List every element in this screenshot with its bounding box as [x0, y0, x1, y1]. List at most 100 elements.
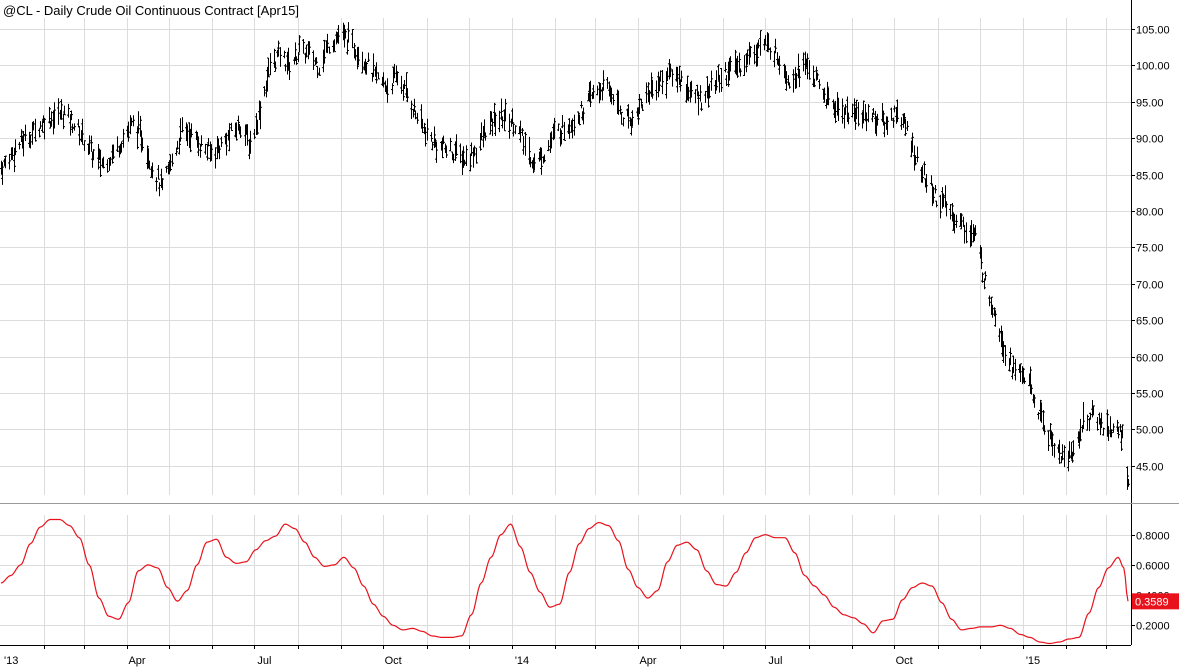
ohlc-bar — [930, 175, 933, 186]
ohlc-bar — [423, 122, 426, 135]
ohlc-bar — [316, 65, 319, 79]
ohlc-bar — [855, 99, 858, 120]
ohlc-bar — [347, 22, 350, 43]
ohlc-bar — [60, 99, 63, 120]
ohlc-bar — [573, 114, 576, 136]
ohlc-bar — [1127, 479, 1130, 487]
ohlc-bar — [421, 118, 424, 133]
ohlc-bar — [717, 64, 720, 81]
ohlc-bar — [925, 173, 928, 193]
price-axis-labels: 45.00 50.00 55.00 60.00 65.00 70.00 75.00 80.00… — [1136, 25, 1170, 474]
ohlc-bar — [1116, 419, 1119, 432]
ohlc-bar — [592, 84, 595, 99]
ohlc-bar — [1040, 402, 1043, 423]
ohlc-bar — [294, 42, 297, 61]
ohlc-bar — [659, 70, 662, 82]
ohlc-bar — [318, 67, 321, 76]
ohlc-bar — [932, 186, 935, 204]
ohlc-bar — [823, 87, 826, 103]
ohlc-bar — [984, 271, 987, 281]
ohlc-bar — [749, 46, 752, 58]
ohlc-bar — [983, 278, 986, 290]
ohlc-bar — [620, 111, 623, 125]
ohlc-bar — [561, 115, 564, 129]
ohlc-bar — [591, 91, 594, 100]
ohlc-bar — [680, 70, 683, 83]
ohlc-bar — [454, 141, 457, 162]
ohlc-bar — [122, 128, 125, 148]
ohlc-bar — [568, 118, 571, 139]
ohlc-bar — [225, 132, 228, 156]
ohlc-bar — [1051, 432, 1054, 456]
ohlc-bar — [991, 304, 994, 318]
ohlc-bar — [99, 149, 102, 178]
ohlc-bar — [435, 141, 438, 163]
price-tick-label: 65.00 — [1136, 316, 1164, 328]
ohlc-bar — [393, 63, 396, 78]
ohlc-bar — [923, 161, 926, 176]
ohlc-bar — [893, 105, 896, 113]
price-tick-label: 80.00 — [1136, 207, 1164, 219]
ohlc-bar — [1019, 363, 1022, 382]
ohlc-bar — [48, 106, 51, 124]
indicator-line — [0, 518, 1129, 645]
ohlc-bar — [553, 117, 556, 140]
ohlc-bar — [1037, 411, 1040, 420]
ohlc-bar — [83, 140, 86, 151]
ohlc-bar — [179, 118, 182, 142]
ohlc-bar — [462, 146, 465, 168]
ohlc-bar — [1033, 394, 1036, 408]
ohlc-bar — [284, 63, 287, 72]
ohlc-bar — [62, 113, 65, 130]
x-tick-label: Jul — [768, 655, 782, 667]
ohlc-bar — [489, 110, 492, 135]
ohlc-bar — [53, 102, 56, 129]
ohlc-bar — [640, 98, 643, 107]
ohlc-bar — [980, 247, 983, 270]
ohlc-bar — [945, 201, 948, 217]
ohlc-bar — [18, 141, 21, 150]
ohlc-bar — [442, 135, 445, 145]
ohlc-bar — [402, 84, 405, 101]
ohlc-bar — [155, 177, 158, 192]
x-tick-label: Oct — [896, 655, 913, 667]
ohlc-bar — [921, 165, 924, 183]
ohlc-bar — [671, 69, 674, 87]
ohlc-bar — [1119, 424, 1122, 433]
ohlc-bar — [974, 225, 977, 237]
ohlc-bar — [346, 39, 349, 55]
ohlc-bar — [90, 135, 93, 152]
ohlc-bar — [710, 70, 713, 91]
ohlc-bar — [637, 107, 640, 125]
date-axis-labels: '13 Apr Jul Oct '14 Apr Jul Oct '15 — [4, 655, 1040, 667]
ohlc-bar — [295, 56, 298, 65]
ohlc-bar — [826, 81, 829, 106]
ohlc-bar — [651, 79, 654, 99]
ohlc-bar — [857, 101, 860, 127]
ohlc-bar — [994, 310, 997, 327]
ohlc-bar — [953, 213, 956, 234]
ohlc-bar — [815, 66, 818, 81]
ohlc-bar — [690, 80, 693, 97]
ohlc-bar — [97, 143, 100, 170]
price-tick-label: 45.00 — [1136, 462, 1164, 474]
ohlc-bar — [377, 72, 380, 80]
x-tick-label: Apr — [639, 655, 656, 667]
ohlc-bar — [106, 159, 109, 173]
ohlc-bar — [795, 72, 798, 89]
ohlc-bar — [648, 90, 651, 105]
ohlc-bar — [739, 68, 742, 77]
ohlc-bar — [942, 193, 945, 208]
ohlc-bar — [970, 220, 973, 247]
ohlc-bar — [981, 272, 984, 283]
ohlc-bar — [715, 70, 718, 91]
ohlc-bar — [452, 153, 455, 164]
ohlc-bar — [220, 136, 223, 148]
ohlc-bar — [540, 147, 543, 175]
ohlc-bar — [704, 91, 707, 103]
ohlc-bar — [571, 118, 574, 139]
ohlc-bar — [788, 82, 791, 89]
ohlc-bar — [67, 103, 70, 118]
ohlc-bar — [246, 124, 249, 146]
ohlc-bar — [207, 137, 210, 147]
